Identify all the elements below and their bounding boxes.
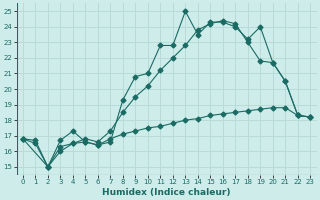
X-axis label: Humidex (Indice chaleur): Humidex (Indice chaleur)	[102, 188, 231, 197]
